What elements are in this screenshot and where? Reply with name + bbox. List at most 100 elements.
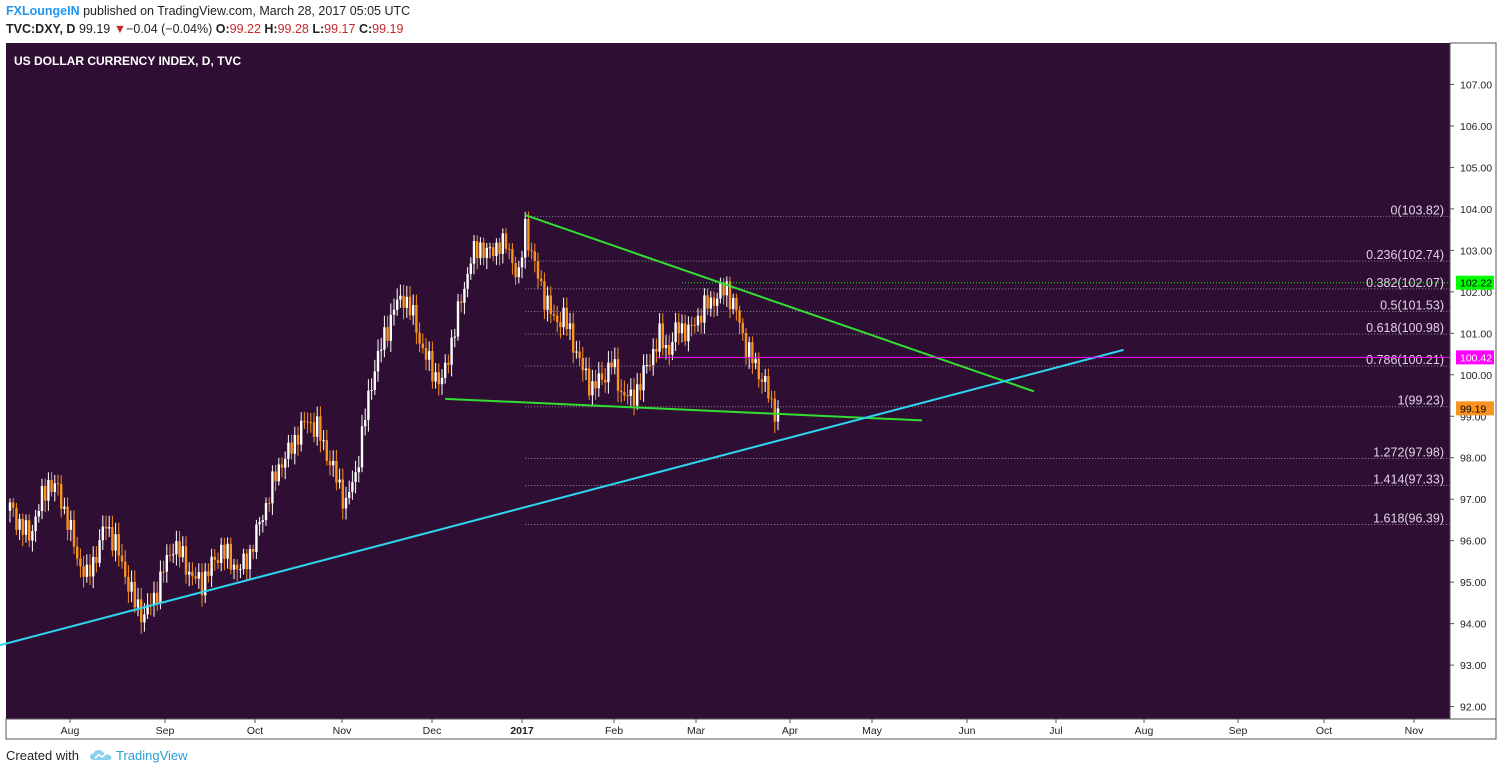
time-axis[interactable] (5, 718, 1497, 740)
candle-body (581, 358, 584, 371)
candle-body (124, 561, 127, 577)
price-tick-label: 106.00 (1460, 121, 1492, 133)
candle-body (130, 581, 133, 592)
candle-body (229, 543, 232, 570)
candle-body (354, 472, 357, 482)
candle-body (594, 381, 597, 389)
candle-body (709, 297, 712, 309)
candle-body (754, 358, 757, 364)
candle-body (658, 323, 661, 352)
time-tick-label: Mar (687, 725, 706, 737)
candle-body (98, 540, 101, 563)
candle-body (655, 349, 658, 352)
time-ticks: Aug Sep Oct Nov Dec 2017 Feb Mar Apr May Jun Jul Aug… (61, 719, 1424, 737)
price-tick-label: 103.00 (1460, 245, 1492, 257)
candle-body (722, 283, 725, 296)
candle-body (296, 434, 300, 445)
candle-body (632, 389, 636, 406)
candle-body (700, 315, 703, 323)
author-link[interactable]: FXLoungeIN (6, 4, 80, 18)
candle-body (536, 260, 540, 279)
candle-body (674, 322, 677, 342)
time-tick-label: 2017 (510, 725, 534, 737)
candle-body (572, 323, 575, 353)
candle-body (69, 520, 72, 530)
candle-body (76, 546, 79, 559)
low-label: L: (312, 22, 325, 36)
candle-body (380, 349, 383, 351)
candle-body (741, 322, 744, 334)
drawings[interactable] (0, 214, 1450, 653)
price-tick-label: 92.00 (1460, 702, 1486, 714)
candle-body (626, 395, 629, 397)
candle-body (677, 322, 680, 334)
chart-header: FXLoungeIN published on TradingView.com,… (6, 3, 1496, 43)
plot-background (6, 43, 1450, 719)
candle-body (389, 314, 392, 341)
time-tick-label: Oct (1316, 725, 1332, 737)
open-label: O: (215, 22, 230, 36)
tradingview-cloud-icon[interactable] (89, 748, 113, 762)
candle-body (271, 471, 274, 504)
last-price-badge-label: 99.19 (1460, 403, 1486, 415)
candle-body (277, 464, 280, 482)
candle-body (744, 333, 748, 358)
price-tick-label: 97.00 (1460, 494, 1486, 506)
candle-body (172, 554, 175, 556)
high-value: 99.28 (277, 22, 309, 36)
candle-body (514, 263, 517, 278)
candle-body (309, 422, 312, 424)
candle-body (418, 332, 421, 344)
upper-green-trendline (524, 214, 1035, 393)
time-tick-label: Feb (605, 725, 623, 737)
candle-body (498, 242, 501, 254)
cyan-support-trendline (0, 348, 1124, 647)
candle-body (591, 381, 594, 396)
candle-body (453, 336, 456, 338)
candle-body (338, 479, 341, 483)
candle-body (732, 297, 735, 310)
candle-body (79, 558, 82, 567)
candle-body (431, 350, 434, 382)
candle-body (444, 362, 447, 378)
candle-body (162, 571, 165, 573)
candle-body (143, 614, 146, 623)
ohlc-line: TVC:DXY, D 99.19 ▼−0.04 (−0.04%) O:99.22… (6, 22, 403, 36)
lower-green-trendline (445, 397, 923, 422)
candle-body (210, 556, 213, 576)
candle-body (213, 556, 216, 560)
publish-line: FXLoungeIN published on TradingView.com,… (6, 4, 410, 18)
candle-body (578, 351, 581, 359)
price-tick-label: 94.00 (1460, 619, 1486, 631)
candle-body (319, 416, 322, 441)
fib-level-label: 0(103.82) (1390, 203, 1444, 217)
open-value: 99.22 (229, 22, 261, 36)
time-tick-label: Jul (1049, 725, 1062, 737)
price-tick-label: 104.00 (1460, 204, 1492, 216)
candle-body (428, 350, 431, 360)
candle-body (332, 460, 335, 466)
time-tick-label: Sep (156, 725, 175, 737)
tradingview-brand-link[interactable]: TradingView (116, 748, 188, 763)
last-price-badge-box (1456, 401, 1494, 416)
candle-body (645, 364, 648, 366)
candle-body (21, 518, 24, 535)
candle-body (303, 420, 306, 422)
candle-body (648, 364, 652, 366)
candle-body (504, 233, 508, 249)
fibonacci-levels[interactable]: 0(103.82)0.236(102.74)0.382(102.07)0.5(1… (525, 203, 1450, 525)
candle-body (204, 571, 207, 596)
candle-body (348, 491, 351, 498)
candle-body (357, 467, 360, 473)
candle-body (559, 322, 562, 328)
candle-body (56, 483, 60, 485)
candle-body (424, 348, 428, 360)
candle-body (236, 564, 239, 570)
candle-body (370, 389, 373, 391)
candle-body (511, 249, 514, 264)
candle-body (367, 390, 370, 421)
fib-level-label: 1(99.23) (1397, 394, 1444, 408)
candle-body (437, 372, 440, 385)
price-tick-label: 100.00 (1460, 370, 1492, 382)
